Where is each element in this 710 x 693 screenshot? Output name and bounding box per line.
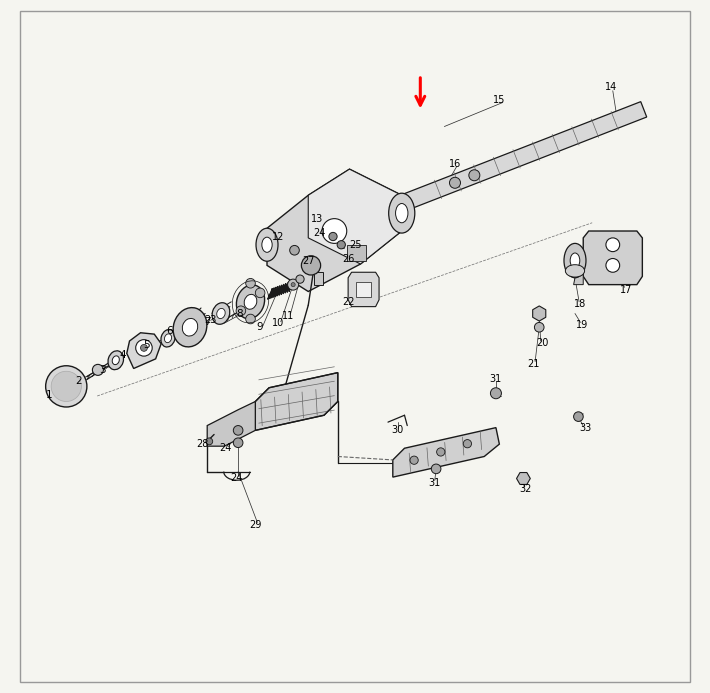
Circle shape [410,456,418,464]
Circle shape [288,279,299,290]
Text: 31: 31 [490,374,502,385]
Polygon shape [583,231,643,285]
Polygon shape [207,401,256,446]
Text: 20: 20 [536,338,548,348]
Ellipse shape [395,204,408,222]
Circle shape [236,306,246,315]
Circle shape [234,438,243,448]
Circle shape [45,366,87,407]
Ellipse shape [165,334,172,342]
Text: 4: 4 [119,350,126,360]
Circle shape [463,439,471,448]
Polygon shape [532,306,546,321]
Text: 3: 3 [99,365,105,375]
Text: 1: 1 [45,389,53,400]
Circle shape [469,170,480,181]
Circle shape [301,256,321,275]
Text: 22: 22 [342,297,354,307]
Circle shape [141,344,148,351]
Text: 13: 13 [311,214,323,225]
Polygon shape [399,102,647,211]
Text: 28: 28 [196,439,209,449]
Text: 6: 6 [166,326,173,336]
Text: 26: 26 [342,254,354,263]
Text: 25: 25 [349,240,361,249]
Text: 23: 23 [204,315,217,326]
Text: 31: 31 [428,477,440,488]
Text: 8: 8 [236,308,243,319]
Circle shape [291,283,295,287]
Circle shape [136,340,152,356]
Text: 24: 24 [313,228,325,238]
Text: 15: 15 [493,96,506,105]
Bar [356,282,371,297]
Circle shape [535,322,544,332]
Text: 2: 2 [75,376,82,386]
Ellipse shape [256,228,278,261]
Ellipse shape [108,351,124,369]
Ellipse shape [388,193,415,233]
Text: 10: 10 [272,318,284,328]
Ellipse shape [161,329,175,347]
Circle shape [51,371,82,401]
Bar [314,272,323,285]
Circle shape [574,412,583,421]
Polygon shape [348,272,379,306]
Text: 7: 7 [204,317,210,327]
Text: 24: 24 [231,473,243,484]
Circle shape [246,279,256,288]
Ellipse shape [212,303,230,324]
Circle shape [296,275,304,283]
Ellipse shape [173,308,207,347]
Circle shape [449,177,461,188]
Circle shape [92,365,104,376]
Text: 27: 27 [302,256,315,265]
Text: 32: 32 [519,484,532,495]
Ellipse shape [236,285,265,319]
Circle shape [329,232,337,240]
Circle shape [290,245,300,255]
Polygon shape [267,169,402,292]
Text: 12: 12 [272,231,284,241]
Text: 33: 33 [579,423,591,432]
Text: 21: 21 [528,359,540,369]
Ellipse shape [564,243,586,278]
Ellipse shape [217,308,225,319]
Ellipse shape [112,356,119,365]
Ellipse shape [262,237,272,252]
Circle shape [606,238,620,252]
Text: 19: 19 [576,319,588,329]
Circle shape [606,258,620,272]
Text: 16: 16 [449,159,461,169]
Circle shape [491,388,501,398]
Ellipse shape [244,295,257,309]
Text: 18: 18 [574,299,586,309]
Ellipse shape [182,319,197,336]
Circle shape [437,448,445,456]
Polygon shape [127,333,161,369]
Text: 17: 17 [621,285,633,295]
Circle shape [322,218,346,243]
Text: 14: 14 [605,82,617,91]
Polygon shape [256,373,338,430]
Circle shape [206,438,213,445]
Circle shape [234,426,243,435]
Text: 24: 24 [219,444,232,453]
Polygon shape [393,428,499,477]
Circle shape [431,464,441,474]
Circle shape [246,314,256,324]
Polygon shape [308,169,402,264]
Circle shape [337,240,345,249]
Ellipse shape [570,253,580,268]
Polygon shape [517,473,530,484]
Text: 11: 11 [281,310,294,321]
Circle shape [256,288,265,298]
Text: 9: 9 [257,322,263,332]
Polygon shape [574,274,583,285]
Text: 29: 29 [249,520,261,530]
Bar [346,245,366,261]
Text: 30: 30 [391,426,404,435]
Ellipse shape [565,265,584,277]
Text: 5: 5 [143,340,149,350]
